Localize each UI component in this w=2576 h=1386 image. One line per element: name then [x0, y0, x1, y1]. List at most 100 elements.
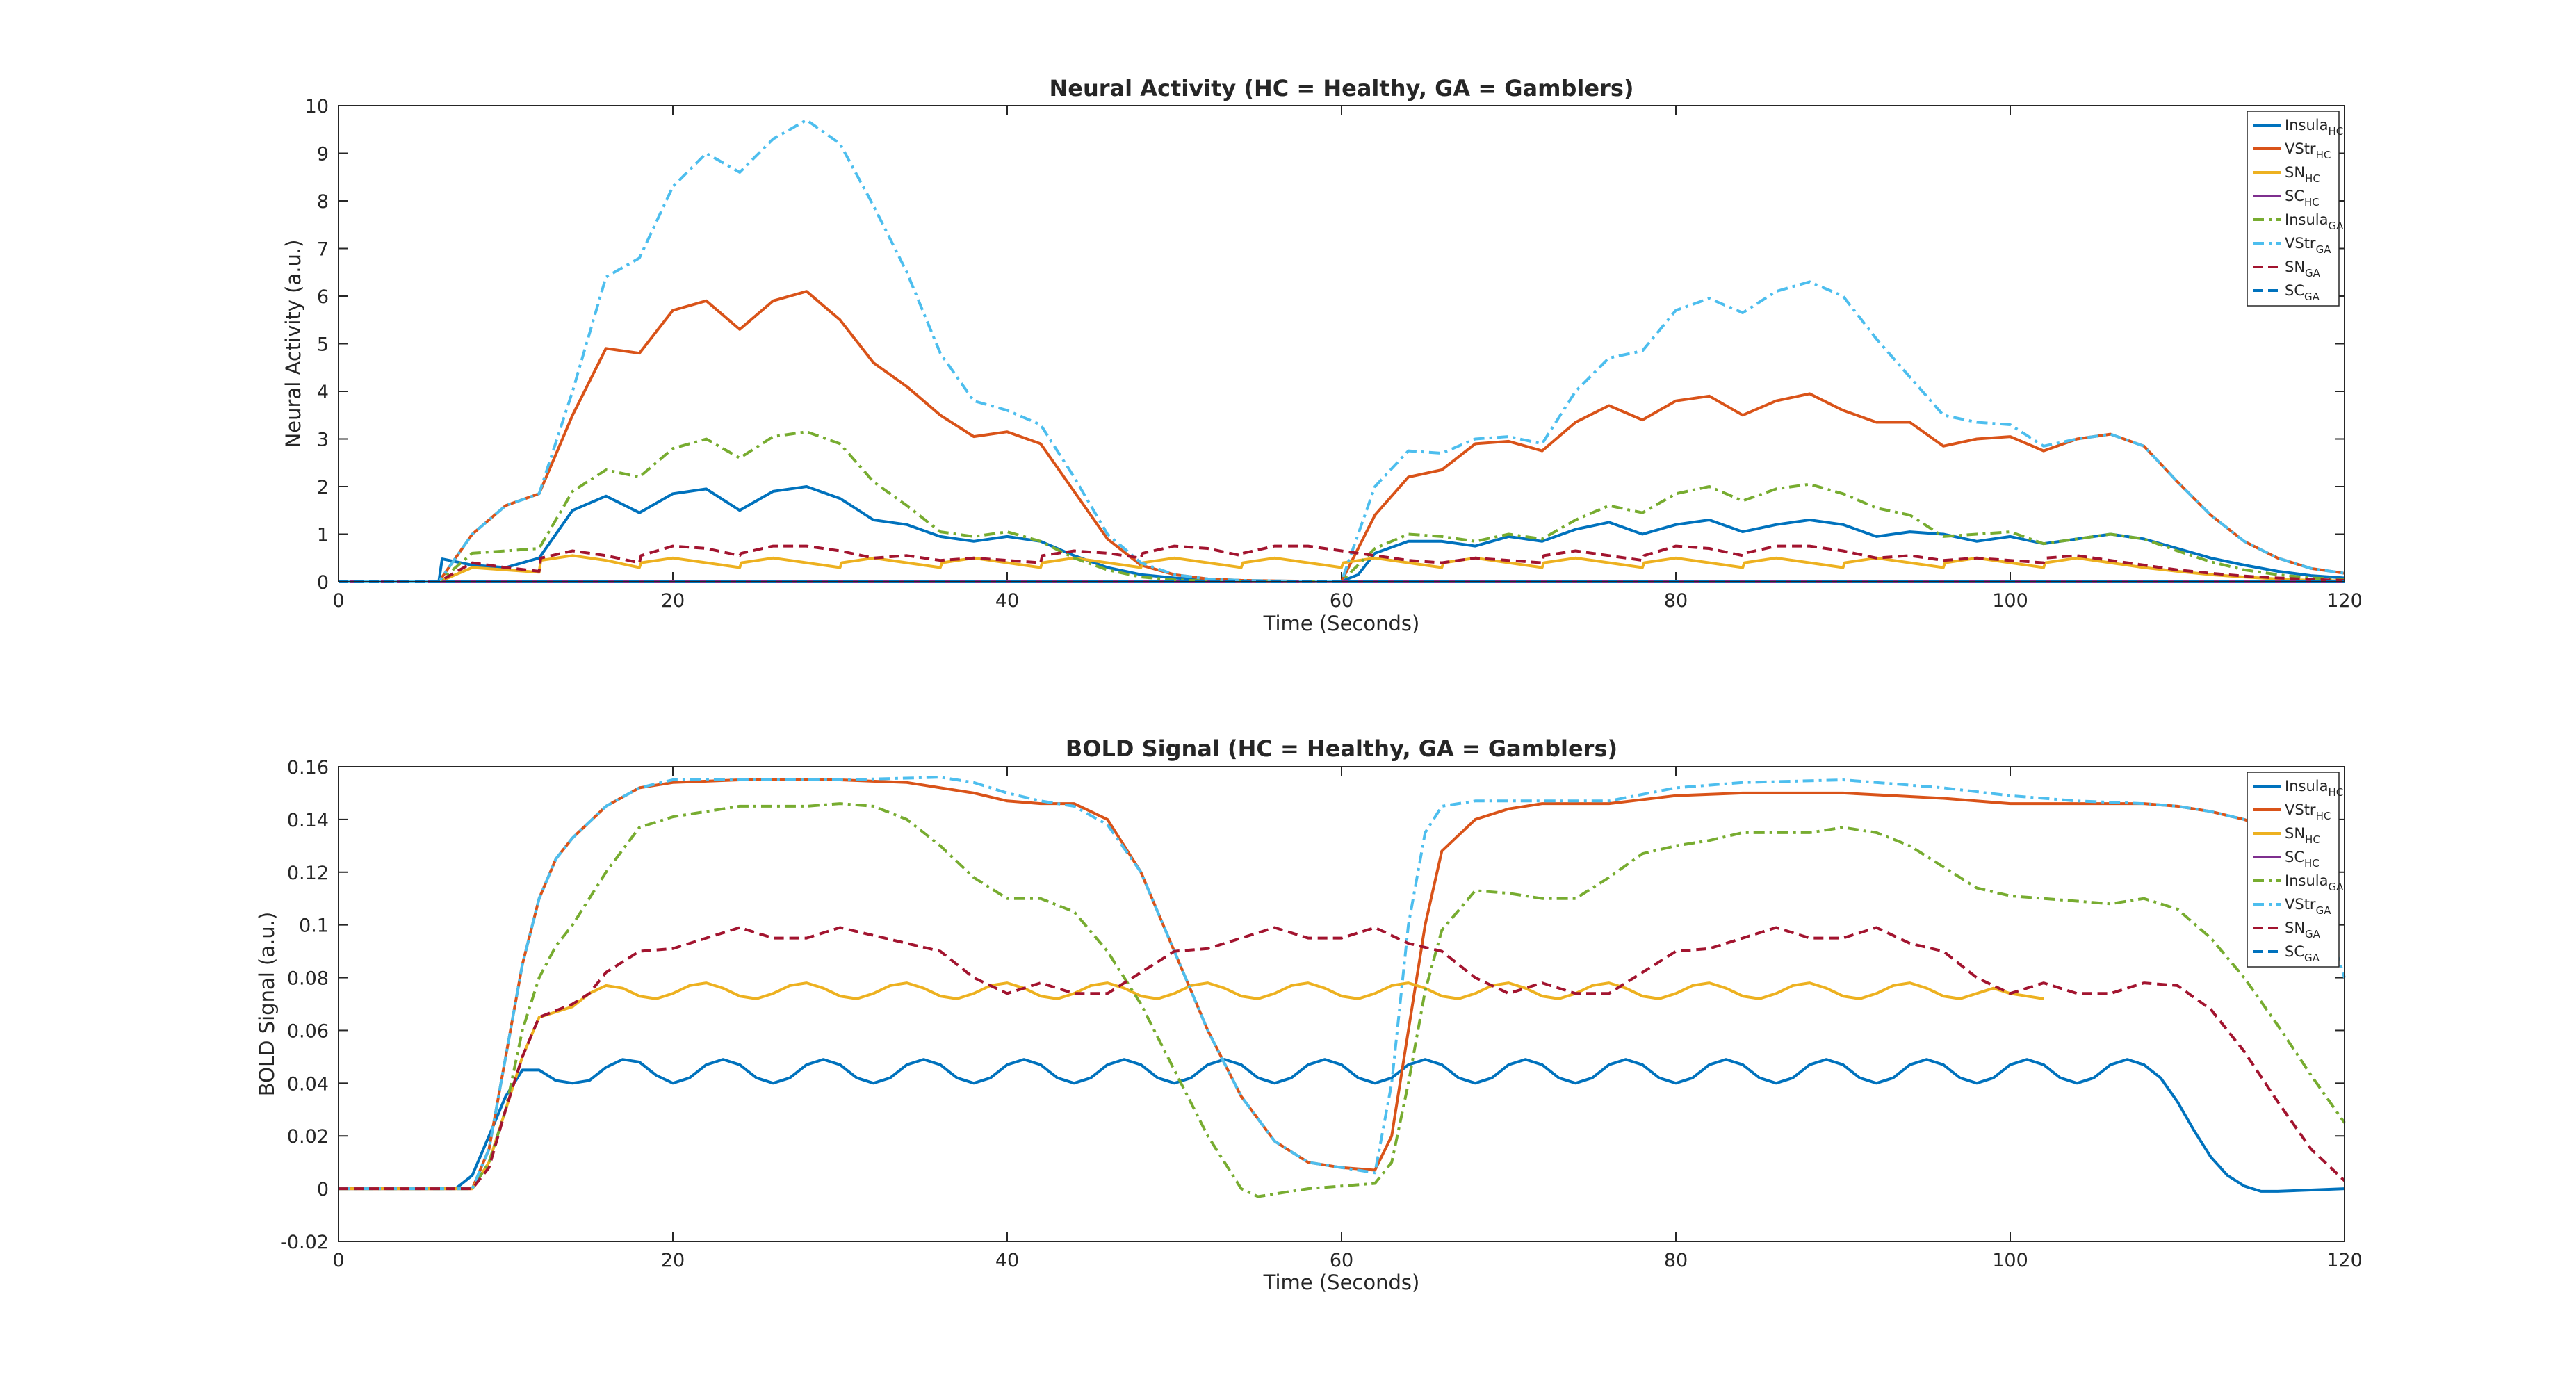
- y-tick-label: 3: [317, 430, 329, 451]
- x-tick-label: 0: [332, 1250, 344, 1271]
- y-axis-label: BOLD Signal (a.u.): [255, 912, 279, 1096]
- x-tick-label: 40: [995, 1250, 1019, 1271]
- legend-subscript: HC: [2328, 125, 2343, 138]
- chart-title: Neural Activity (HC = Healthy, GA = Gamb…: [1049, 75, 1633, 101]
- series-line-insula_hc: [339, 1058, 2345, 1193]
- legend-label-vstr_ga: VStrGA: [2285, 235, 2331, 256]
- legend: InsulaHCVStrHCSNHCSCHCInsulaGAVStrGASNGA…: [2247, 772, 2344, 968]
- legend-subscript: GA: [2304, 952, 2320, 964]
- legend-box: [2247, 772, 2340, 968]
- legend-subscript: GA: [2304, 291, 2320, 303]
- y-axis-label: Neural Activity (a.u.): [282, 240, 305, 448]
- legend-subscript: HC: [2305, 172, 2320, 185]
- legend-label-sn_hc: SNHC: [2285, 825, 2320, 846]
- y-tick-label: 0: [317, 1179, 329, 1200]
- legend-name: SC: [2285, 943, 2304, 960]
- legend-name: Insula: [2285, 117, 2328, 133]
- plot-area: [339, 106, 2345, 582]
- y-tick-label: 0: [317, 572, 329, 594]
- legend-label-sc_hc: SCHC: [2285, 188, 2320, 209]
- y-tick-label: 0.06: [287, 1020, 329, 1042]
- legend-label-insula_ga: InsulaGA: [2285, 211, 2344, 232]
- legend-label-sc_ga: SCGA: [2285, 282, 2320, 303]
- y-tick-label: 8: [317, 191, 329, 213]
- legend-box: [2247, 111, 2340, 307]
- axes-box: [338, 105, 2345, 582]
- legend-subscript: GA: [2305, 928, 2321, 940]
- legend-name: SN: [2285, 825, 2305, 842]
- x-tick-label: 60: [1330, 1250, 1353, 1271]
- x-tick-label: 20: [661, 590, 685, 612]
- x-axis-label: Time (Seconds): [1263, 1271, 1420, 1294]
- x-axis-label: Time (Seconds): [1263, 612, 1420, 635]
- legend-label-vstr_hc: VStrHC: [2285, 801, 2331, 822]
- legend: InsulaHCVStrHCSNHCSCHCInsulaGAVStrGASNGA…: [2247, 111, 2344, 307]
- legend-label-insula_hc: InsulaHC: [2285, 778, 2343, 799]
- x-tick-label: 20: [661, 1250, 685, 1271]
- y-tick-label: 0.12: [287, 863, 329, 884]
- y-tick-label: 10: [305, 96, 329, 117]
- series-line-sn_hc: [339, 981, 2044, 1191]
- legend-subscript: HC: [2304, 857, 2320, 870]
- y-tick-label: 0.02: [287, 1126, 329, 1148]
- legend-label-sc_hc: SCHC: [2285, 849, 2320, 870]
- series-line-vstr_ga: [339, 118, 2345, 583]
- plot-area: [339, 767, 2345, 1241]
- legend-subscript: GA: [2328, 220, 2344, 232]
- legend-name: SC: [2285, 188, 2304, 204]
- y-tick-label: 0.14: [287, 810, 329, 831]
- legend-label-sc_ga: SCGA: [2285, 943, 2320, 964]
- legend-label-vstr_ga: VStrGA: [2285, 896, 2331, 917]
- legend-label-insula_hc: InsulaHC: [2285, 117, 2343, 138]
- chart-title: BOLD Signal (HC = Healthy, GA = Gamblers…: [1066, 735, 1617, 762]
- legend-name: Insula: [2285, 778, 2328, 794]
- legend-name: SN: [2285, 920, 2305, 936]
- y-tick-label: 4: [317, 382, 329, 403]
- y-tick-label: 0.16: [287, 757, 329, 778]
- legend-name: VStr: [2285, 896, 2316, 913]
- legend-label-insula_ga: InsulaGA: [2285, 872, 2344, 893]
- x-tick-label: 120: [2326, 590, 2363, 612]
- y-tick-label: 0.1: [299, 915, 329, 937]
- legend-name: Insula: [2285, 211, 2328, 228]
- legend-name: SN: [2285, 164, 2305, 181]
- axis-ticks: 0 20 40 60 80 100 120-0.0200.020.040.060.080.1…: [280, 757, 2363, 1271]
- x-tick-label: 120: [2326, 1250, 2363, 1271]
- bold-signal-panel: BOLD Signal (HC = Healthy, GA = Gamblers…: [255, 735, 2363, 1294]
- y-tick-label: 1: [317, 525, 329, 546]
- legend-subscript: GA: [2328, 881, 2344, 893]
- series-line-sn_ga: [339, 926, 2346, 1191]
- legend-name: SC: [2285, 849, 2304, 865]
- legend-subscript: HC: [2328, 786, 2343, 799]
- x-tick-label: 40: [995, 590, 1019, 612]
- y-tick-label: -0.02: [280, 1232, 329, 1253]
- legend-subscript: HC: [2316, 149, 2331, 161]
- legend-subscript: HC: [2316, 810, 2331, 822]
- legend-label-vstr_hc: VStrHC: [2285, 140, 2331, 161]
- legend-subscript: GA: [2316, 243, 2332, 256]
- legend-name: VStr: [2285, 140, 2316, 157]
- legend-name: Insula: [2285, 872, 2328, 889]
- series-line-vstr_hc: [339, 290, 2345, 583]
- series-layer: [339, 776, 2346, 1198]
- y-tick-label: 9: [317, 144, 329, 165]
- legend-subscript: HC: [2305, 833, 2320, 846]
- x-tick-label: 100: [1992, 1250, 2028, 1271]
- y-tick-label: 6: [317, 286, 329, 308]
- y-tick-label: 5: [317, 334, 329, 356]
- x-tick-label: 100: [1992, 590, 2028, 612]
- legend-name: SN: [2285, 259, 2305, 275]
- legend-name: VStr: [2285, 235, 2316, 252]
- y-tick-label: 2: [317, 477, 329, 498]
- series-line-insula_ga: [339, 802, 2346, 1198]
- legend-name: SC: [2285, 282, 2304, 299]
- legend-subscript: GA: [2316, 904, 2332, 917]
- legend-label-sn_hc: SNHC: [2285, 164, 2320, 185]
- legend-name: VStr: [2285, 801, 2316, 818]
- axis-ticks: 0 20 40 60 80 100 120 0 1 2 3 4 5 6 7 8 9 10: [305, 96, 2363, 612]
- legend-label-sn_ga: SNGA: [2285, 259, 2321, 279]
- y-tick-label: 0.04: [287, 1073, 329, 1095]
- x-tick-label: 80: [1664, 590, 1688, 612]
- x-tick-label: 80: [1664, 1250, 1688, 1271]
